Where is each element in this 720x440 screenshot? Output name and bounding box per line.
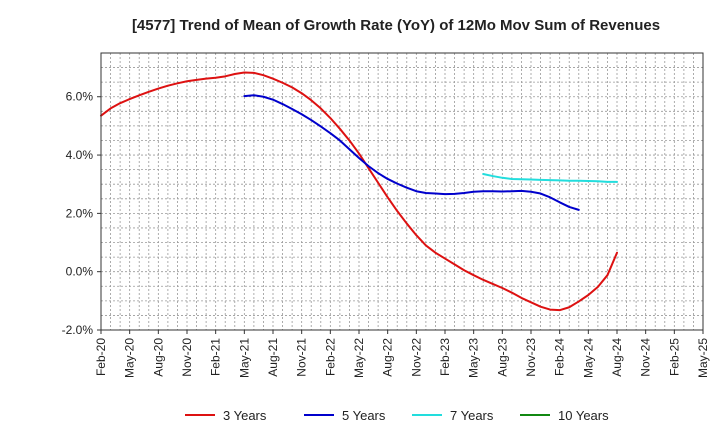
x-tick-label: Nov-23 — [524, 338, 538, 377]
series-line-3-years — [100, 71, 618, 312]
y-tick-label: 4.0% — [66, 148, 94, 162]
x-tick-label: May-22 — [352, 338, 366, 378]
chart-title: [4577] Trend of Mean of Growth Rate (YoY… — [132, 17, 660, 34]
y-tick-label: 0.0% — [66, 265, 94, 279]
x-tick-label: Nov-21 — [295, 338, 309, 377]
x-tick-label: Nov-24 — [639, 338, 653, 377]
x-tick-label: May-25 — [696, 338, 710, 378]
x-tick-label: Feb-21 — [209, 338, 223, 376]
x-tick-label: Feb-23 — [438, 338, 452, 376]
y-tick-label: -2.0% — [62, 323, 94, 337]
x-tick-label: May-20 — [123, 338, 137, 378]
legend-label-5-years: 5 Years — [342, 408, 386, 423]
legend-label-10-years: 10 Years — [558, 408, 609, 423]
x-tick-label: May-24 — [581, 338, 595, 378]
x-tick-label: Nov-20 — [180, 338, 194, 377]
plot-area — [101, 53, 703, 330]
legend-label-7-years: 7 Years — [450, 408, 494, 423]
legend-label-3-years: 3 Years — [223, 408, 267, 423]
y-tick-label: 2.0% — [66, 206, 94, 220]
x-tick-label: May-23 — [467, 338, 481, 378]
x-tick-label: Feb-25 — [667, 338, 681, 376]
x-tick-label: Nov-22 — [409, 338, 423, 377]
x-tick-label: Aug-20 — [151, 338, 165, 377]
x-tick-label: Feb-24 — [553, 338, 567, 376]
x-tick-label: Aug-23 — [495, 338, 509, 377]
x-tick-label: Feb-22 — [323, 338, 337, 376]
series-line-5-years — [243, 94, 580, 211]
series-line-7-years — [482, 173, 618, 183]
x-tick-label: Aug-24 — [610, 338, 624, 377]
x-tick-label: Aug-22 — [381, 338, 395, 377]
x-tick-label: May-21 — [237, 338, 251, 378]
x-tick-label: Aug-21 — [266, 338, 280, 377]
y-tick-label: 6.0% — [66, 90, 94, 104]
x-tick-label: Feb-20 — [94, 338, 108, 376]
plot-border — [100, 52, 704, 331]
